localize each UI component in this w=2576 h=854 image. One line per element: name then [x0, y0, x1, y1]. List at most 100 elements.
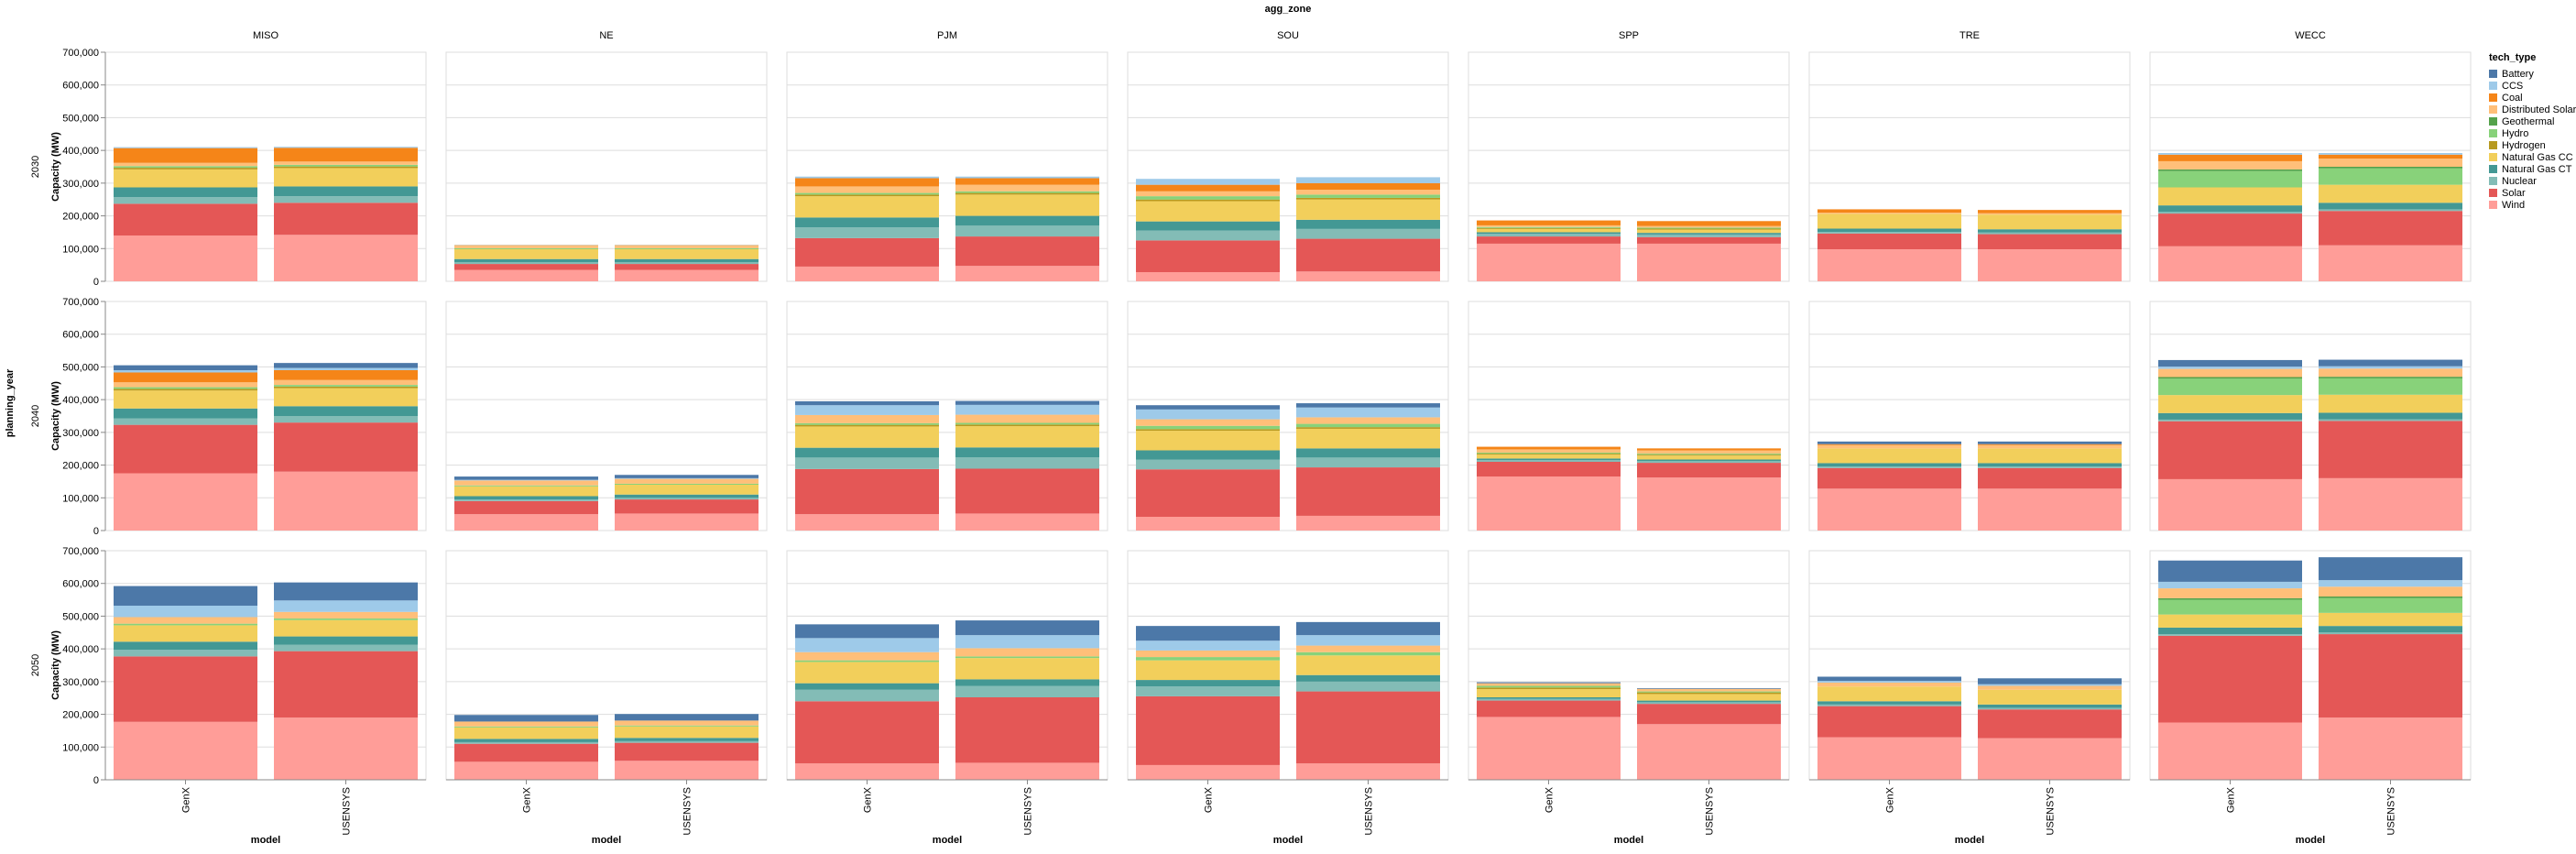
bar-segment-natural-gas-cc — [1637, 230, 1781, 234]
zone-header-wecc: WECC — [2295, 30, 2326, 41]
legend-label-solar: Solar — [2502, 188, 2526, 199]
zone-header-spp: SPP — [1619, 30, 1639, 41]
bar-segment-hydro — [1477, 227, 1621, 228]
bar-segment-nuclear — [114, 419, 257, 425]
bar-segment-coal — [1637, 448, 1781, 450]
bar-segment-distributed-solar — [1978, 445, 2122, 449]
bar-segment-distributed-solar — [2319, 368, 2462, 377]
bar-segment-wind — [1296, 763, 1440, 780]
bar-segment-hydro — [1637, 692, 1781, 693]
bar-segment-battery — [2158, 360, 2302, 367]
bar-segment-hydro — [1136, 426, 1280, 430]
bar-segment-hydrogen — [274, 167, 418, 169]
bar-segment-natural-gas-cc — [454, 487, 598, 497]
bar-segment-wind — [1817, 738, 1961, 780]
legend-label-ccs: CCS — [2502, 81, 2523, 92]
bar-segment-natural-gas-cc — [1296, 200, 1440, 220]
bar-segment-distributed-solar — [1817, 683, 1961, 686]
bar-segment-natural-gas-cc — [274, 389, 418, 407]
bar-segment-solar — [2158, 636, 2302, 723]
bar-segment-wind — [955, 513, 1099, 531]
bar-segment-hydro — [114, 388, 257, 389]
bar-segment-hydro — [615, 248, 759, 249]
row-year-label-2030: 2030 — [30, 156, 41, 178]
bar-segment-natural-gas-cc — [454, 728, 598, 739]
bar-segment-hydro — [274, 165, 418, 167]
bar-segment-nuclear — [2319, 632, 2462, 634]
bar-segment-natural-gas-ct — [1978, 705, 2122, 708]
bar-segment-distributed-solar — [1136, 651, 1280, 657]
bar-segment-battery — [2319, 557, 2462, 580]
bar-segment-hydro — [1136, 657, 1280, 661]
bar-segment-wind — [454, 761, 598, 780]
bar-segment-distributed-solar — [1296, 417, 1440, 423]
bar-segment-solar — [1136, 469, 1280, 517]
bar-segment-ccs — [1136, 179, 1280, 184]
bar-segment-battery — [1477, 683, 1621, 684]
bar-segment-coal — [274, 148, 418, 161]
bar-segment-distributed-solar — [795, 652, 939, 661]
bar-segment-coal — [1978, 210, 2122, 214]
bar-segment-hydro — [2319, 598, 2462, 613]
bar-segment-solar — [615, 743, 759, 761]
legend-label-natural-gas-cc: Natural Gas CC — [2502, 152, 2573, 163]
bar-segment-natural-gas-cc — [1978, 448, 2122, 463]
bar-segment-hydro — [955, 656, 1099, 658]
bar-segment-solar — [1978, 235, 2122, 249]
bar-segment-distributed-solar — [114, 382, 257, 387]
bar-segment-natural-gas-cc — [2319, 613, 2462, 626]
bar-segment-distributed-solar — [1978, 686, 2122, 690]
bar-segment-natural-gas-ct — [955, 447, 1099, 457]
x-tick-label: USENSYS — [2046, 787, 2057, 836]
bar-segment-natural-gas-cc — [795, 662, 939, 683]
bar-segment-solar — [955, 236, 1099, 266]
zone-header-sou: SOU — [1277, 30, 1299, 41]
bar-segment-nuclear — [1296, 229, 1440, 239]
x-axis-title-spp: model — [1614, 835, 1643, 846]
bar-segment-ccs — [274, 600, 418, 612]
bar-segment-solar — [2319, 634, 2462, 717]
bar-segment-battery — [1637, 688, 1781, 689]
bar-segment-coal — [1817, 444, 1961, 445]
bar-segment-geothermal — [2158, 598, 2302, 600]
y-axis-title-2050: Capacity (MW) — [50, 630, 61, 700]
bar-segment-natural-gas-ct — [274, 406, 418, 416]
bar-segment-wind — [274, 472, 418, 531]
bar-segment-distributed-solar — [795, 415, 939, 423]
row-year-label-2050: 2050 — [30, 654, 41, 676]
bar-segment-hydrogen — [1296, 198, 1440, 200]
bar-segment-distributed-solar — [454, 480, 598, 485]
bar-segment-battery — [1296, 403, 1440, 408]
y-tick-label: 400,000 — [62, 644, 99, 655]
bar-segment-natural-gas-cc — [114, 170, 257, 188]
x-tick-label: USENSYS — [1705, 787, 1716, 836]
y-tick-label: 600,000 — [62, 579, 99, 590]
bar-segment-ccs — [1136, 410, 1280, 420]
bar-segment-battery — [1296, 622, 1440, 635]
bar-segment-natural-gas-cc — [1817, 686, 1961, 701]
bar-segment-wind — [2319, 246, 2462, 281]
bar-segment-natural-gas-ct — [1637, 460, 1781, 462]
bar-segment-wind — [615, 761, 759, 780]
bar-segment-nuclear — [1136, 460, 1280, 470]
bar-segment-nuclear — [795, 457, 939, 469]
bar-segment-distributed-solar — [2158, 588, 2302, 598]
y-tick-label: 300,000 — [62, 677, 99, 688]
bar-segment-solar — [1978, 709, 2122, 738]
y-tick-label: 500,000 — [62, 113, 99, 124]
bar-segment-distributed-solar — [615, 245, 759, 248]
bar-segment-natural-gas-cc — [955, 426, 1099, 447]
bar-segment-natural-gas-ct — [1136, 222, 1280, 231]
y-tick-label: 400,000 — [62, 395, 99, 406]
bar-segment-wind — [114, 722, 257, 780]
bar-segment-nuclear — [274, 196, 418, 203]
bar-segment-natural-gas-ct — [1136, 680, 1280, 686]
bar-segment-wind — [114, 235, 257, 281]
bar-segment-hydro — [955, 423, 1099, 425]
bar-segment-hydrogen — [1136, 200, 1280, 202]
bar-segment-natural-gas-ct — [1296, 675, 1440, 682]
bar-segment-natural-gas-cc — [114, 390, 257, 409]
bar-segment-ccs — [2158, 367, 2302, 369]
bar-segment-wind — [2158, 246, 2302, 281]
